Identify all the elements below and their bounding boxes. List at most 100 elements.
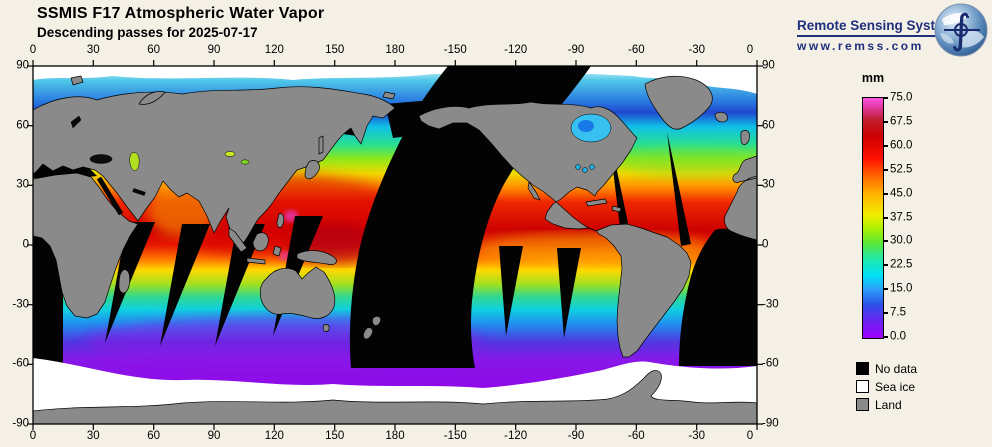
- land-iceland: [714, 112, 728, 123]
- logo-url-link[interactable]: www.remss.com: [797, 39, 924, 53]
- lon-tick-label: -150: [443, 430, 467, 442]
- colorbar-tick: [883, 240, 888, 243]
- persian-gulf: [132, 188, 146, 196]
- lat-tick-label: -90: [12, 417, 29, 430]
- lon-tick-label: 60: [147, 44, 161, 56]
- land-swatch: [856, 398, 869, 411]
- lon-tick-label: 30: [86, 44, 100, 56]
- lon-tick-label: 150: [325, 44, 345, 56]
- lon-tick-label: -60: [627, 44, 645, 56]
- lat-tick-label: 60: [762, 119, 775, 132]
- lon-tick-label: -150: [443, 44, 467, 56]
- lat-tick-label: -90: [762, 417, 779, 430]
- lon-tick-label: 30: [86, 430, 100, 442]
- land-tasmania: [322, 324, 330, 332]
- lon-tick-label: -90: [567, 430, 585, 442]
- colorbar-tick: [883, 97, 888, 99]
- land-australia: [259, 266, 336, 319]
- lon-tick-label: 120: [264, 430, 284, 442]
- colorbar-tick: [883, 312, 888, 315]
- lon-tick-label: 90: [207, 430, 221, 442]
- lon-tick-label: 0: [746, 430, 754, 442]
- lat-tick-label: -60: [762, 357, 779, 370]
- land-hispaniola: [611, 205, 622, 213]
- page-subtitle: Descending passes for 2025-07-17: [37, 25, 258, 40]
- page-title: SSMIS F17 Atmospheric Water Vapor: [37, 5, 325, 22]
- legend-row-land: Land: [856, 397, 902, 412]
- land-west-europe-africa-east-edge: [724, 155, 757, 241]
- colorbar-unit: mm: [861, 71, 885, 85]
- lon-tick-label: 150: [325, 430, 345, 442]
- land-antarctica: [33, 370, 757, 424]
- land-eurasia: [33, 86, 396, 249]
- lat-tick-label: 30: [762, 178, 775, 191]
- logo-underline: [797, 35, 949, 37]
- lat-tick-label: -30: [12, 298, 29, 311]
- legend-row-no-data: No data: [856, 361, 917, 376]
- colorbar-tick-label: 52.5: [890, 163, 913, 176]
- lon-tick-label: -60: [627, 430, 645, 442]
- land-philippines: [276, 213, 285, 228]
- land-cuba: [585, 198, 608, 207]
- hudson-bay-core: [578, 120, 594, 132]
- land-new-zealand: [363, 316, 381, 340]
- colorbar-tick: [883, 120, 888, 123]
- colorbar-tick: [883, 168, 888, 171]
- colorbar-tick: [883, 192, 888, 195]
- colorbar-tick-label: 67.5: [890, 115, 913, 128]
- land-japan: [304, 160, 320, 180]
- lon-tick-label: 180: [385, 44, 405, 56]
- lat-tick-label: 60: [16, 119, 29, 132]
- colorbar-tick-label: 75.0: [890, 91, 913, 104]
- colorbar-tick-label: 37.5: [890, 211, 913, 223]
- land-svalbard: [70, 75, 84, 86]
- lon-tick-label: 180: [385, 430, 405, 442]
- lon-tick-label: -30: [688, 44, 705, 56]
- land-novaya-zemlya: [138, 91, 166, 105]
- lon-tick-label: 0: [29, 430, 37, 442]
- red-sea: [96, 176, 124, 216]
- lat-tick-label: -30: [762, 298, 779, 311]
- logo-text[interactable]: Remote Sensing Systems: [797, 18, 963, 33]
- caspian-sea: [129, 152, 140, 171]
- lon-tick-label: -30: [688, 430, 705, 442]
- lon-tick-label: 0: [29, 44, 37, 56]
- great-lake: [582, 167, 588, 173]
- land-madagascar: [118, 269, 131, 294]
- land-sumatra: [228, 227, 248, 253]
- svg-text:∫: ∫: [951, 7, 972, 53]
- legend-row-sea-ice: Sea ice: [856, 379, 915, 394]
- land-java: [246, 257, 266, 265]
- land-borneo: [252, 232, 269, 252]
- colorbar-tick-label: 60.0: [890, 139, 913, 152]
- colorbar-tick: [883, 288, 888, 291]
- colorbar-tick-label: 30.0: [890, 234, 913, 247]
- land-new-guinea: [296, 250, 337, 265]
- colorbar-tick: [883, 144, 888, 147]
- map-frame: [32, 65, 758, 425]
- lat-tick-label: -60: [12, 357, 29, 370]
- colorbar-tick-label: 15.0: [890, 282, 913, 295]
- lat-tick-label: 0: [762, 238, 769, 251]
- land-sakhalin: [318, 135, 324, 155]
- lon-tick-label: 0: [746, 44, 754, 56]
- colorbar-tick-label: 22.5: [890, 258, 913, 271]
- lon-tick-label: -120: [504, 44, 528, 56]
- lon-tick-label: -120: [504, 430, 528, 442]
- axis-ticks: [27, 60, 763, 430]
- lat-tick-label: 90: [16, 59, 29, 72]
- land-sulawesi: [272, 245, 282, 257]
- lat-tick-label: 30: [16, 178, 29, 191]
- inland-water: [70, 113, 612, 216]
- baltic-sea: [70, 115, 82, 129]
- black-sea: [89, 154, 113, 164]
- lake-balkhash: [224, 151, 236, 157]
- great-lake: [575, 164, 581, 170]
- lat-tick-label: 0: [22, 238, 29, 251]
- no-data-swatch: [856, 362, 869, 375]
- land-wrangel: [382, 91, 396, 100]
- lon-tick-label: 120: [264, 44, 284, 56]
- legend-label: No data: [875, 361, 918, 376]
- legend-label: Land: [875, 397, 902, 412]
